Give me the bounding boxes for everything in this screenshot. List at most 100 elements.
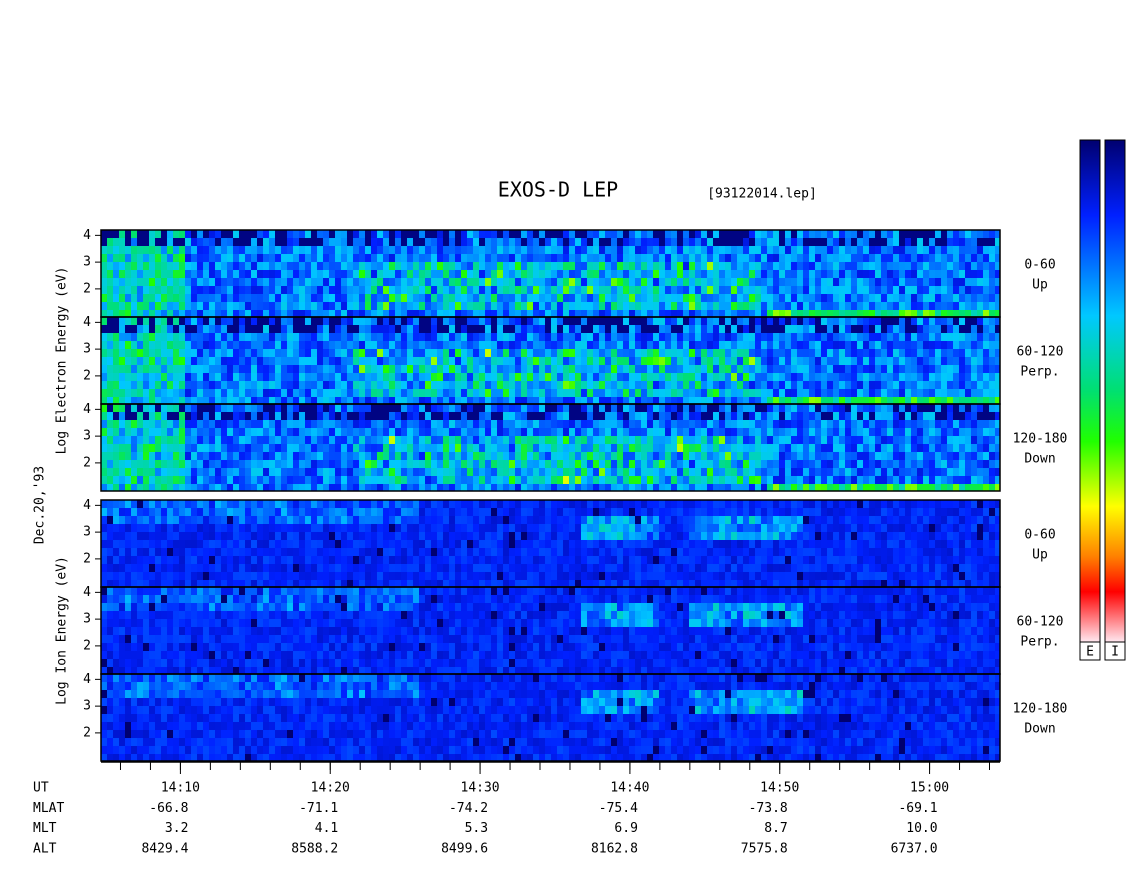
spectrogram-cell: [545, 420, 551, 428]
spectrogram-cell: [653, 333, 659, 341]
spectrogram-cell: [137, 468, 143, 476]
spectrogram-cell: [347, 436, 353, 444]
spectrogram-cell: [149, 262, 155, 270]
spectrogram-cell: [191, 254, 197, 262]
spectrogram-cell: [287, 262, 293, 270]
spectrogram-cell: [371, 404, 377, 412]
spectrogram-cell: [929, 460, 935, 468]
spectrogram-cell: [581, 238, 587, 246]
spectrogram-cell: [581, 444, 587, 452]
spectrogram-cell: [581, 397, 587, 404]
spectrogram-cell: [827, 365, 833, 373]
spectrogram-cell: [263, 444, 269, 452]
spectrogram-cell: [953, 460, 959, 468]
spectrogram-cell: [323, 349, 329, 357]
spectrogram-cell: [635, 389, 641, 397]
spectrogram-cell: [959, 294, 965, 302]
spectrogram-cell: [245, 286, 251, 294]
spectrogram-cell: [107, 254, 113, 262]
spectrogram-cell: [575, 373, 581, 381]
spectrogram-cell: [233, 365, 239, 373]
spectrogram-cell: [317, 389, 323, 397]
spectrogram-cell: [407, 349, 413, 357]
spectrogram-cell: [233, 468, 239, 476]
spectrogram-cell: [545, 460, 551, 468]
spectrogram-cell: [983, 310, 989, 317]
spectrogram-cell: [137, 373, 143, 381]
spectrogram-cell: [293, 246, 299, 254]
spectrogram-cell: [245, 484, 251, 491]
spectrogram-cell: [911, 412, 917, 420]
spectrogram-cell: [833, 246, 839, 254]
spectrogram-cell: [161, 254, 167, 262]
spectrogram-cell: [749, 341, 755, 349]
spectrogram-cell: [527, 444, 533, 452]
spectrogram-cell: [137, 262, 143, 270]
spectrogram-cell: [725, 310, 731, 317]
spectrogram-cell: [395, 357, 401, 365]
spectrogram-cell: [767, 310, 773, 317]
spectrogram-cell: [833, 436, 839, 444]
spectrogram-cell: [395, 468, 401, 476]
spectrogram-cell: [425, 278, 431, 286]
spectrogram-cell: [875, 365, 881, 373]
spectrogram-cell: [653, 246, 659, 254]
spectrogram-cell: [209, 278, 215, 286]
spectrogram-cell: [461, 357, 467, 365]
spectrogram-cell: [575, 412, 581, 420]
spectrogram-cell: [527, 460, 533, 468]
spectrogram-cell: [611, 302, 617, 310]
spectrogram-cell: [329, 333, 335, 341]
spectrogram-cell: [569, 278, 575, 286]
spectrogram-cell: [497, 349, 503, 357]
spectrogram-cell: [137, 294, 143, 302]
spectrogram-cell: [269, 381, 275, 389]
spectrogram-cell: [647, 349, 653, 357]
spectrogram-cell: [803, 420, 809, 428]
spectrogram-cell: [473, 420, 479, 428]
spectrogram-cell: [311, 460, 317, 468]
spectrogram-cell: [155, 373, 161, 381]
spectrogram-cell: [869, 230, 875, 238]
spectrogram-cell: [911, 294, 917, 302]
spectrogram-cell: [989, 278, 995, 286]
spectrogram-cell: [653, 420, 659, 428]
spectrogram-cell: [407, 325, 413, 333]
spectrogram-cell: [101, 373, 107, 381]
spectrogram-cell: [269, 420, 275, 428]
spectrogram-cell: [779, 428, 785, 436]
spectrogram-cell: [821, 444, 827, 452]
spectrogram-cell: [251, 460, 257, 468]
spectrogram-cell: [263, 436, 269, 444]
spectrogram-cell: [971, 373, 977, 381]
spectrogram-cell: [353, 310, 359, 317]
spectrogram-cell: [983, 262, 989, 270]
spectrogram-cell: [521, 428, 527, 436]
spectrogram-cell: [851, 365, 857, 373]
spectrogram-cell: [479, 230, 485, 238]
spectrogram-cell: [815, 246, 821, 254]
spectrogram-cell: [275, 436, 281, 444]
spectrogram-cell: [113, 460, 119, 468]
spectrogram-cell: [575, 333, 581, 341]
spectrogram-cell: [599, 373, 605, 381]
spectrogram-cell: [785, 270, 791, 278]
spectrogram-cell: [215, 460, 221, 468]
spectrogram-cell: [113, 238, 119, 246]
spectrogram-cell: [335, 412, 341, 420]
spectrogram-cell: [851, 278, 857, 286]
spectrogram-cell: [713, 420, 719, 428]
spectrogram-cell: [707, 373, 713, 381]
spectrogram-cell: [293, 310, 299, 317]
spectrogram-cell: [635, 381, 641, 389]
spectrogram-cell: [953, 397, 959, 404]
spectrogram-cell: [467, 444, 473, 452]
spectrogram-cell: [509, 404, 515, 412]
spectrogram-cell: [917, 302, 923, 310]
spectrogram-cell: [431, 238, 437, 246]
spectrogram-cell: [449, 412, 455, 420]
spectrogram-cell: [689, 254, 695, 262]
spectrogram-cell: [359, 389, 365, 397]
spectrogram-cell: [833, 341, 839, 349]
spectrogram-cell: [725, 476, 731, 484]
